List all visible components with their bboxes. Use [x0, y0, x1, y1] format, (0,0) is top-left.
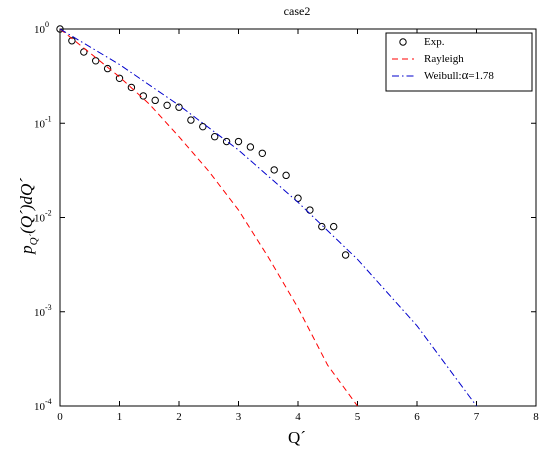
legend-box [385, 32, 533, 92]
legend-marker-exp [399, 38, 407, 46]
data-point-exp [258, 149, 266, 157]
data-point-exp [151, 96, 159, 105]
y-tick-label: 10-2 [34, 209, 52, 225]
legend-label: Rayleigh [424, 53, 464, 65]
x-tick-label: 6 [414, 411, 420, 423]
data-point-exp [222, 137, 231, 146]
data-point-exp [330, 222, 338, 231]
x-tick-label: 5 [355, 411, 361, 423]
data-point-exp [199, 122, 207, 131]
data-point-exp [318, 222, 326, 231]
series-line-rayleigh [59, 28, 358, 407]
data-point-exp [211, 132, 219, 141]
data-point-exp [270, 166, 278, 174]
chart-title: case2 [284, 4, 311, 18]
x-tick-label: 3 [236, 411, 242, 423]
y-tick-label: 10-4 [34, 397, 52, 413]
data-point-exp [127, 83, 136, 92]
data-point-exp [306, 206, 314, 214]
data-point-exp [163, 101, 171, 110]
x-tick-label: 2 [176, 411, 182, 423]
data-point-exp [115, 74, 124, 82]
data-point-exp [282, 171, 290, 180]
x-tick-label: 4 [295, 411, 301, 423]
x-tick-label: 1 [117, 411, 123, 423]
series-layer [56, 25, 477, 407]
legend-label: Weibull:α=1.78 [424, 67, 494, 82]
legend-label: Exp. [424, 36, 445, 48]
chart-legend: Exp. Rayleigh Weibull:α=1.78 [385, 32, 533, 92]
data-point-exp [92, 57, 100, 65]
data-point-exp [234, 137, 243, 146]
y-axis-ticks: 10-4 10-3 10-2 10-1 100 [34, 20, 536, 413]
data-point-exp [80, 48, 88, 56]
x-axis-label: Q´ [288, 428, 306, 447]
y-tick-label: 10-1 [34, 114, 52, 130]
x-tick-label: 7 [474, 411, 480, 423]
data-point-exp [294, 194, 302, 202]
x-axis-ticks: 0 1 2 3 4 5 6 7 8 [57, 29, 539, 423]
y-axis-label: pQ´(Q´)dQ´ [17, 178, 40, 255]
y-tick-label: 10-3 [34, 303, 52, 319]
data-point-exp [246, 143, 255, 151]
series-exp-markers [56, 25, 350, 259]
data-point-exp [56, 25, 64, 33]
data-point-exp [187, 116, 195, 124]
data-point-exp [341, 251, 350, 259]
data-point-exp [68, 37, 76, 45]
x-tick-label: 0 [57, 411, 63, 423]
x-tick-label: 8 [533, 411, 539, 423]
y-tick-label: 100 [34, 20, 49, 36]
series-line-weibull [59, 28, 477, 407]
data-point-exp [103, 64, 112, 73]
